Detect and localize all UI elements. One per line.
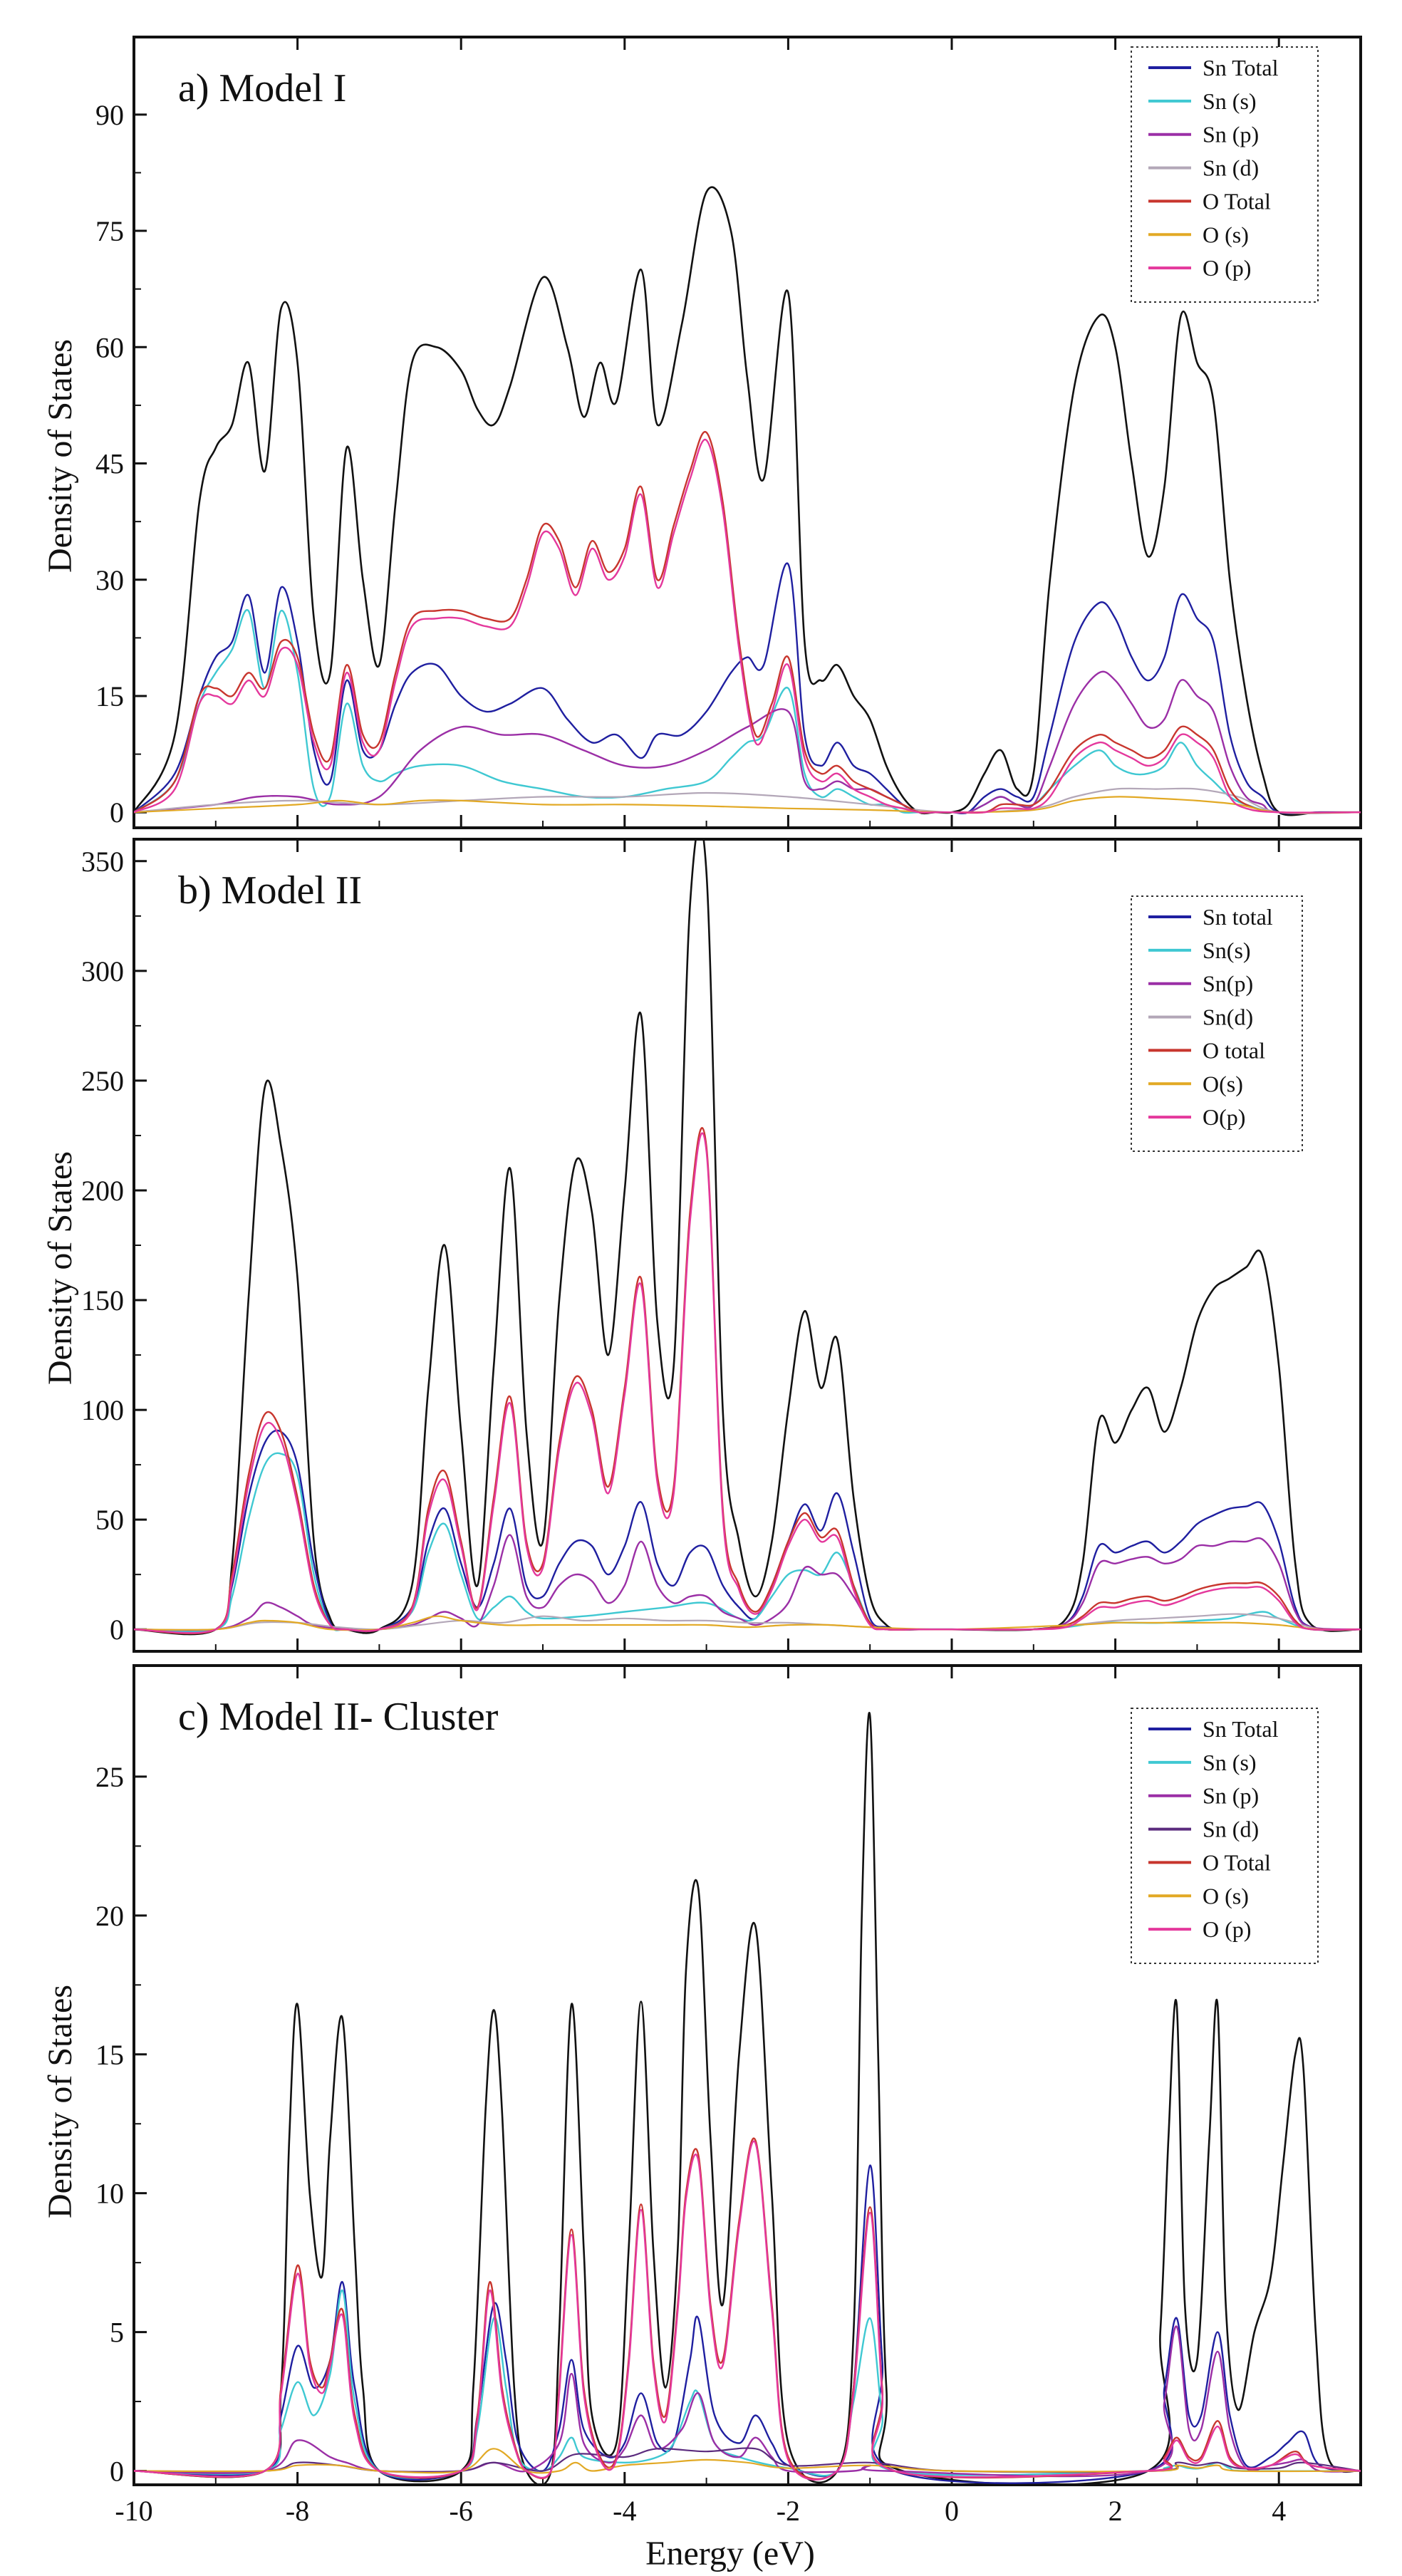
panel-c-legend-label-sn-total: Sn Total <box>1203 1716 1279 1742</box>
panel-a-ytick-label: 0 <box>110 796 124 829</box>
panel-c-model-2-cluster: 0 5 10 15 20 25 -10 -8 -6 -4 -2 0 2 4 c) Model II- Clu… <box>95 1664 1362 2527</box>
panel-a-series-sn-total <box>134 562 1361 815</box>
panel-a-legend-label-sn-d: Sn (d) <box>1203 155 1259 181</box>
panel-c-xtick-label: -2 <box>777 2495 800 2527</box>
panel-c-plot-area <box>134 1712 1361 2485</box>
panel-a-legend-box <box>1131 46 1319 303</box>
panel-b-ytick-label: 100 <box>81 1394 124 1426</box>
panel-c-xtick-label: -8 <box>286 2495 309 2527</box>
panel-c-series-sn-s <box>134 2289 1361 2479</box>
panel-b-legend-label-o-total: O total <box>1203 1037 1265 1063</box>
panel-a-legend-label-sn-total: Sn Total <box>1203 55 1279 80</box>
panel-b-legend-label-sn-d: Sn(d) <box>1203 1004 1253 1030</box>
panel-c-legend-label-sn-p: Sn (p) <box>1203 1783 1259 1809</box>
panel-b-legend-label-sn-p: Sn(p) <box>1203 971 1253 997</box>
panel-c-legend-label-o-s: O (s) <box>1203 1883 1249 1908</box>
panel-a-legend: Sn Total Sn (s) Sn (p) Sn (d) O Total O (s) O … <box>1131 46 1319 303</box>
panel-b-legend-label-sn-total: Sn total <box>1203 904 1273 930</box>
panel-c-frame <box>133 1664 1362 2486</box>
panel-c-xtick-label: -10 <box>115 2495 152 2527</box>
panel-c-series-o-s <box>134 2448 1361 2474</box>
panel-a-ytick-label: 75 <box>95 215 124 247</box>
panel-c-xtick-label: 0 <box>945 2495 959 2527</box>
panel-c-xtick-label: -6 <box>450 2495 473 2527</box>
panel-c-ytick-label: 15 <box>95 2039 124 2071</box>
panel-c-legend-label-sn-d: Sn (d) <box>1203 1817 1259 1842</box>
panel-a-ytick-label: 60 <box>95 331 124 363</box>
panel-c-ytick-label: 20 <box>95 1900 124 1932</box>
panel-c-xtick-label: -4 <box>613 2495 636 2527</box>
panel-b-legend: Sn total Sn(s) Sn(p) Sn(d) O total O(s) O(p) <box>1131 895 1303 1152</box>
panel-c-ytick-label: 10 <box>95 2178 124 2210</box>
panel-c-title: c) Model II- Cluster <box>178 1695 499 1739</box>
panel-a-series-o-s <box>134 796 1361 814</box>
panel-b-ytick-label: 350 <box>81 846 124 878</box>
panel-b-ytick-label: 50 <box>95 1504 124 1536</box>
panel-a-legend-label-o-p: O (p) <box>1203 255 1251 281</box>
panel-c-legend-label-o-total: O Total <box>1203 1849 1271 1875</box>
panel-c-legend-label-sn-s: Sn (s) <box>1203 1750 1257 1775</box>
panel-a-series-sn-s <box>134 609 1361 814</box>
panel-b-ytick-label: 200 <box>81 1175 124 1207</box>
panel-a-series-o-p <box>134 438 1361 814</box>
panel-a-ylabel: Density of States <box>41 339 79 573</box>
panel-c-series-o-p <box>134 2140 1361 2481</box>
panel-b-plot-area <box>134 839 1361 1636</box>
panel-b-ylabel: Density of States <box>41 1151 79 1385</box>
panel-b-title: b) Model II <box>178 868 362 913</box>
panel-b-series-o-p <box>134 1132 1361 1634</box>
panel-b-legend-label-sn-s: Sn(s) <box>1203 938 1251 963</box>
panel-a-legend-label-o-s: O (s) <box>1203 222 1249 247</box>
panel-a-title: a) Model I <box>178 66 346 110</box>
panel-c-ytick-label: 0 <box>110 2456 124 2488</box>
panel-a-frame <box>133 36 1362 829</box>
panel-b-ytick-label: 300 <box>81 955 124 987</box>
panel-a-ytick-label: 90 <box>95 99 124 131</box>
panel-c-series-sn-total <box>134 2164 1361 2484</box>
panel-a-ytick-label: 45 <box>95 448 124 480</box>
panel-b-model-2: 0 50 100 150 200 250 300 350 b) Model II Sn total… <box>81 838 1362 1653</box>
panel-a-ytick-label: 30 <box>95 564 124 596</box>
panel-c-legend: Sn Total Sn (s) Sn (p) Sn (d) O Total O (s) O … <box>1131 1708 1319 1964</box>
panel-a-ytick-label: 15 <box>95 680 124 712</box>
panel-a-plot-area <box>134 186 1361 816</box>
panel-a-legend-label-sn-s: Sn (s) <box>1203 88 1257 114</box>
panel-c-legend-label-o-p: O (p) <box>1203 1916 1251 1942</box>
panel-a-series-total <box>134 186 1361 816</box>
panel-b-series-o-s <box>134 1615 1361 1631</box>
panel-c-ytick-label: 25 <box>95 1761 124 1793</box>
panel-b-legend-box <box>1131 895 1303 1152</box>
panel-a-legend-label-o-total: O Total <box>1203 188 1271 214</box>
panel-c-xtick-label: 4 <box>1272 2495 1286 2527</box>
panel-b-series-sn-p <box>134 1534 1361 1631</box>
panel-b-series-sn-d <box>134 1613 1361 1631</box>
panel-b-legend-label-o-p: O(p) <box>1203 1104 1245 1130</box>
panel-a-legend-label-sn-p: Sn (p) <box>1203 122 1259 147</box>
panel-b-legend-label-o-s: O(s) <box>1203 1071 1243 1096</box>
panel-c-legend-box <box>1131 1708 1319 1964</box>
panel-c-xtick-label: 2 <box>1108 2495 1123 2527</box>
panel-b-ytick-label: 0 <box>110 1614 124 1646</box>
panel-b-ytick-label: 150 <box>81 1284 124 1316</box>
panel-b-ytick-label: 250 <box>81 1065 124 1097</box>
panel-c-ylabel: Density of States <box>41 1985 79 2218</box>
x-axis-title: Energy (eV) <box>645 2535 815 2572</box>
panel-c-ytick-label: 5 <box>110 2317 124 2349</box>
panel-a-series-o-total <box>134 431 1361 814</box>
